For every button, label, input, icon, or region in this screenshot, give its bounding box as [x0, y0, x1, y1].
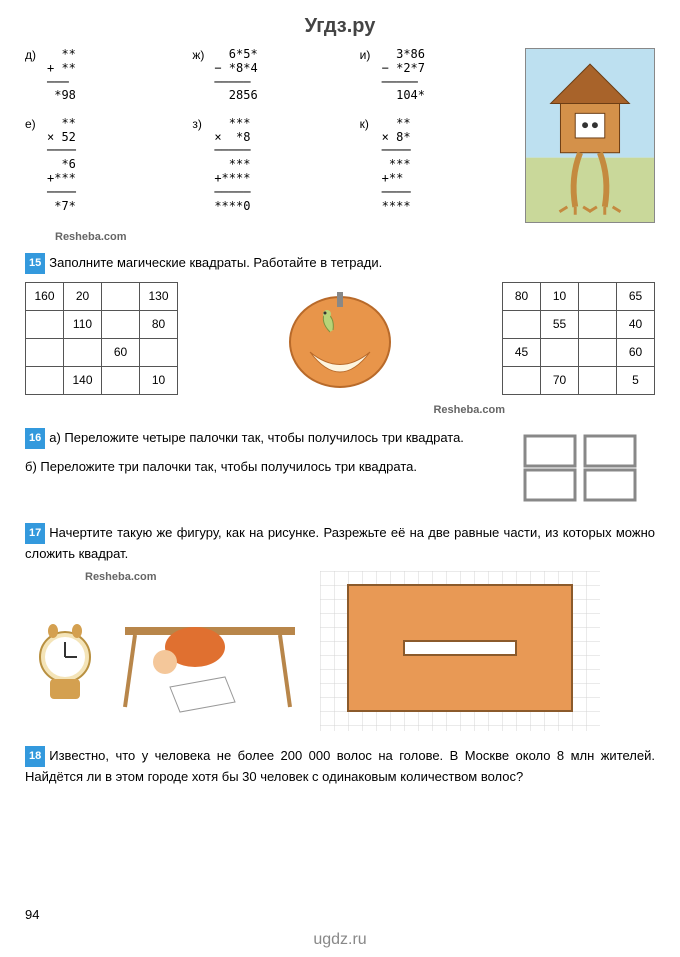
page-number: 94 — [25, 907, 39, 922]
arith-zh: ж) 6*5* − *8*4 ───── 2856 — [192, 48, 347, 113]
arith-d: д) ** + ** ─── *98 — [25, 48, 180, 113]
sticks-figure — [515, 428, 655, 508]
arith-k: к) ** × 8* ──── *** +** ──── **** — [360, 117, 515, 223]
study-illustration: Resheba.com — [25, 571, 305, 711]
task-label-18: 18 — [25, 746, 45, 767]
watermark-bottom: ugdz.ru — [0, 931, 680, 949]
hut-illustration — [525, 48, 655, 223]
task-15: 15Заполните магические квадраты. Работай… — [25, 253, 655, 416]
magic-square-1: 16020130 11080 60 14010 — [25, 282, 178, 395]
task-16: 16а) Переложите четыре палочки так, чтоб… — [25, 428, 655, 508]
arith-z: з) *** × *8 ───── *** +**** ───── ****0 — [192, 117, 347, 223]
task-label-16: 16 — [25, 428, 45, 449]
watermark-top: Угдз.ру — [25, 15, 655, 38]
arith-i: и) 3*86 − *2*7 ───── 104* — [360, 48, 515, 113]
arith-e: е) ** × 52 ──── *6 +*** ──── *7* — [25, 117, 180, 223]
task-label-17: 17 — [25, 523, 45, 544]
magic-square-2: 801065 5540 4560 705 — [502, 282, 655, 395]
resheba-watermark-2: Resheba.com — [25, 404, 505, 416]
arithmetic-section: д) ** + ** ─── *98 ж) 6*5* − *8*4 ───── … — [25, 48, 655, 223]
grid-shape-figure — [320, 571, 600, 731]
apple-worm-illustration — [265, 282, 415, 402]
task-18: 18Известно, что у человека не более 200 … — [25, 746, 655, 786]
task-label-15: 15 — [25, 253, 45, 274]
task-17: 17Начертите такую же фигуру, как на рису… — [25, 523, 655, 731]
resheba-watermark-1: Resheba.com — [55, 231, 655, 243]
